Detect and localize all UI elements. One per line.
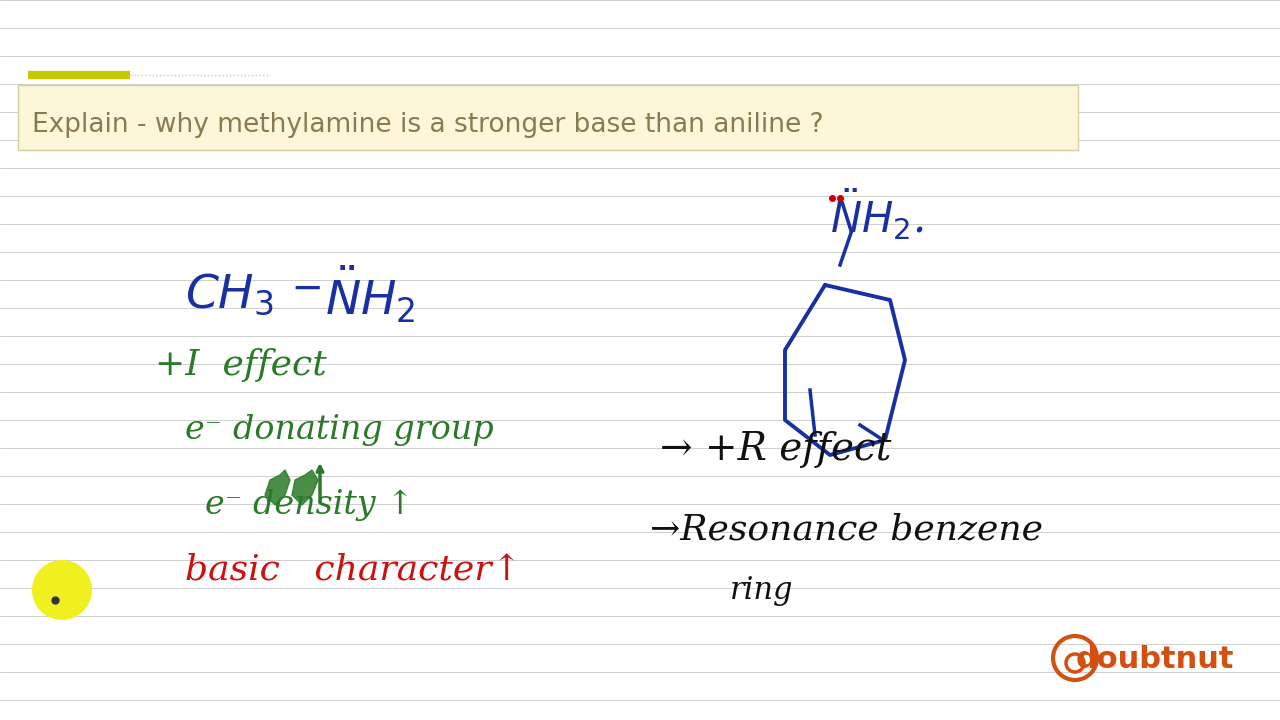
- FancyBboxPatch shape: [18, 85, 1078, 150]
- Polygon shape: [265, 470, 291, 505]
- Text: e⁻ donating group: e⁻ donating group: [186, 414, 494, 446]
- Text: e⁻ density ↑: e⁻ density ↑: [205, 489, 415, 521]
- Text: → +R effect: → +R effect: [660, 431, 891, 469]
- Text: basic   character↑: basic character↑: [186, 553, 522, 587]
- Text: doubtnut: doubtnut: [1075, 646, 1234, 675]
- Text: ring: ring: [730, 575, 794, 606]
- Text: $\ddot{N}H_2$.: $\ddot{N}H_2$.: [829, 187, 924, 243]
- Text: Explain - why methylamine is a stronger base than aniline ?: Explain - why methylamine is a stronger …: [32, 112, 823, 138]
- Text: ─: ─: [294, 271, 319, 309]
- Circle shape: [32, 560, 92, 620]
- Text: $\ddot{N}H_2$: $\ddot{N}H_2$: [325, 264, 416, 325]
- Text: $CH_3$: $CH_3$: [186, 272, 274, 318]
- Text: →Resonance benzene: →Resonance benzene: [650, 513, 1043, 547]
- Polygon shape: [292, 470, 317, 505]
- Text: +I  effect: +I effect: [155, 348, 326, 382]
